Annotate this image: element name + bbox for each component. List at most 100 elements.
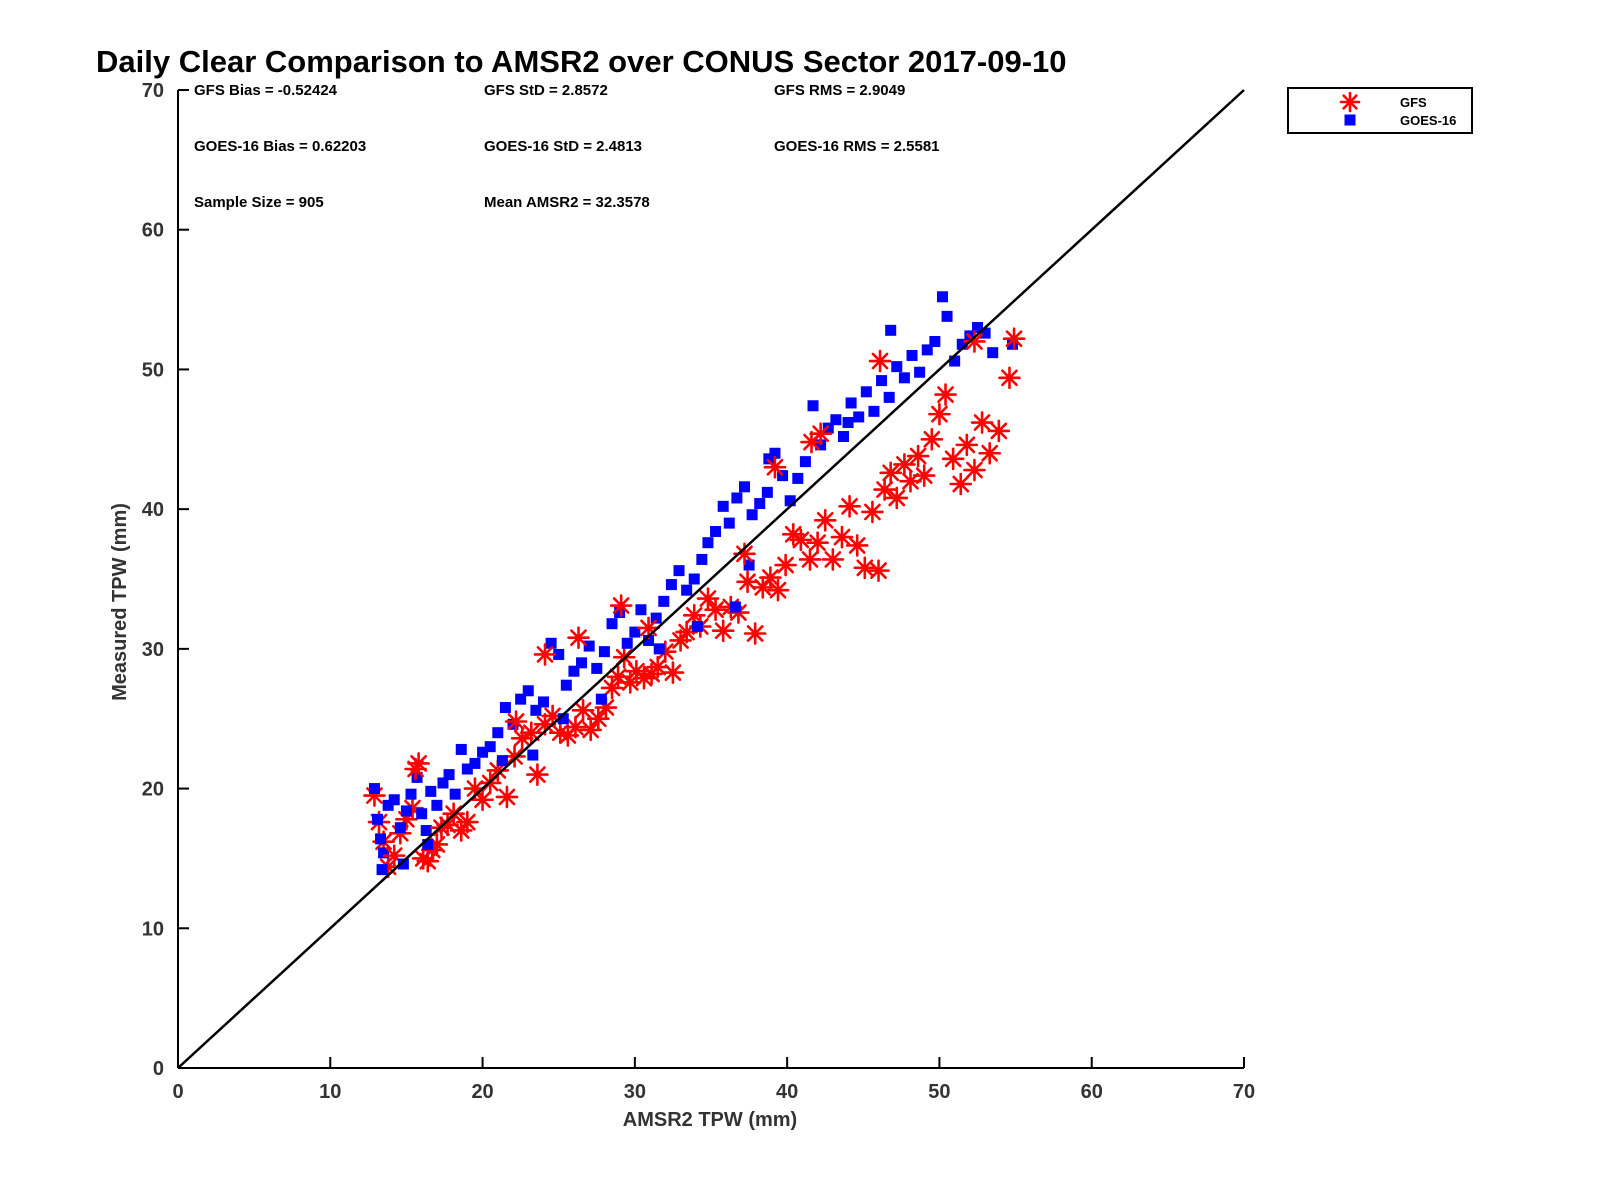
gfs-point xyxy=(978,441,1001,465)
legend-label: GOES-16 xyxy=(1400,113,1456,128)
gfs-point xyxy=(567,626,590,649)
gfs-point xyxy=(711,619,735,642)
goes16-point xyxy=(537,696,549,708)
stat-text: GFS Bias = -0.52424 xyxy=(194,82,338,99)
gfs-point xyxy=(830,525,854,549)
stat-text: Mean AMSR2 = 32.3578 xyxy=(484,194,650,211)
x-tick-label: 10 xyxy=(319,1081,341,1103)
goes16-point xyxy=(643,634,655,646)
gfs-point xyxy=(669,629,692,652)
goes16-point xyxy=(375,833,387,845)
goes16-point xyxy=(455,743,467,755)
goes16-point xyxy=(595,693,607,705)
goes16-point xyxy=(416,808,428,820)
goes16-point xyxy=(376,864,388,876)
goes16-point xyxy=(394,822,406,834)
gfs-point xyxy=(873,478,896,501)
x-axis-label: AMSR2 TPW (mm) xyxy=(623,1109,797,1131)
goes16-point xyxy=(731,492,743,504)
gfs-point xyxy=(503,745,526,768)
gfs-point xyxy=(766,578,790,602)
gfs-point xyxy=(751,576,775,599)
x-tick-label: 0 xyxy=(172,1081,183,1103)
gfs-point xyxy=(571,699,595,722)
stat-text: GOES-16 Bias = 0.62203 xyxy=(194,138,366,155)
stat-text: GOES-16 RMS = 2.5581 xyxy=(774,138,940,155)
gfs-point xyxy=(821,548,845,571)
goes16-point xyxy=(653,643,665,655)
goes16-point xyxy=(883,391,895,403)
goes16-point xyxy=(606,618,618,630)
goes16-point xyxy=(807,400,819,412)
goes16-point xyxy=(891,361,903,373)
goes16-point xyxy=(484,741,496,753)
goes16-point xyxy=(717,500,729,512)
goes16-point xyxy=(621,637,633,649)
goes16-point xyxy=(754,498,766,510)
goes16-point xyxy=(784,495,796,507)
gfs-point xyxy=(853,556,877,580)
x-tick-label: 30 xyxy=(624,1081,646,1103)
goes16-point xyxy=(929,335,941,347)
stat-text: GFS StD = 2.8572 xyxy=(484,82,608,99)
goes16-point xyxy=(371,813,383,825)
gfs-point xyxy=(800,430,823,454)
goes16-point xyxy=(461,763,473,775)
gfs-point xyxy=(789,528,813,552)
goes16-point xyxy=(557,713,569,725)
goes16-point xyxy=(420,824,432,836)
gfs-point xyxy=(774,553,797,577)
x-tick-label: 70 xyxy=(1233,1081,1255,1103)
y-tick-label: 70 xyxy=(142,80,164,102)
gfs-point xyxy=(456,810,479,834)
stat-text: Sample Size = 905 xyxy=(194,194,324,211)
goes16-point xyxy=(956,338,968,350)
y-tick-label: 60 xyxy=(142,220,164,242)
y-axis-label: Measured TPW (mm) xyxy=(109,503,131,701)
goes16-point xyxy=(496,755,508,767)
goes16-point xyxy=(477,746,489,758)
goes16-point xyxy=(746,509,758,521)
gfs-point xyxy=(1002,327,1026,350)
goes16-point xyxy=(860,386,872,398)
goes16-point xyxy=(885,324,897,336)
goes16-point xyxy=(979,327,991,339)
goes16-point xyxy=(761,486,773,498)
goes16-point xyxy=(739,481,751,493)
goes16-point xyxy=(681,584,693,596)
goes16-point xyxy=(400,805,412,817)
goes16-point xyxy=(853,411,865,423)
gfs-point xyxy=(845,534,869,557)
gfs-point xyxy=(963,458,986,482)
goes16-point xyxy=(449,788,461,800)
goes16-point xyxy=(868,405,880,417)
gfs-point xyxy=(963,330,986,353)
gfs-point xyxy=(813,509,837,532)
gfs-point xyxy=(806,531,829,554)
goes16-point xyxy=(710,525,722,537)
goes16-point xyxy=(425,785,437,797)
goes16-point xyxy=(799,456,811,468)
goes16-point xyxy=(598,646,610,658)
goes16-point xyxy=(769,447,781,459)
goes16-point xyxy=(898,372,910,384)
goes16-point xyxy=(658,595,670,607)
legend: GFS GOES-16 xyxy=(1287,87,1473,134)
goes16-point xyxy=(527,749,539,761)
goes16-point xyxy=(837,430,849,442)
x-tick-label: 40 xyxy=(776,1081,798,1103)
y-tick-label: 30 xyxy=(142,639,164,661)
goes16-point xyxy=(405,788,417,800)
goes16-point xyxy=(941,310,953,322)
goes16-point xyxy=(469,757,481,769)
y-tick-label: 20 xyxy=(142,779,164,801)
goes16-point xyxy=(576,657,588,669)
gfs-point xyxy=(998,366,1021,390)
gfs-point xyxy=(763,455,787,479)
goes16-point xyxy=(368,783,380,795)
gfs-point xyxy=(893,453,916,476)
gfs-point xyxy=(526,763,549,786)
goes16-point xyxy=(437,777,449,789)
goes16-point xyxy=(729,601,741,613)
